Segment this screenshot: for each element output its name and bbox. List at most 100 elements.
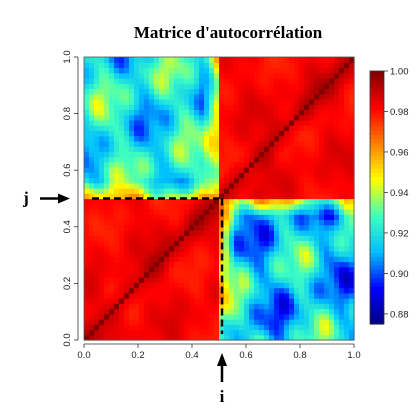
- heatmap-cell: [189, 219, 195, 226]
- heatmap-cell: [169, 319, 175, 325]
- heatmap-cell: [284, 104, 290, 111]
- heatmap-cell: [89, 188, 95, 194]
- heatmap-cell: [124, 235, 130, 242]
- heatmap-cell: [154, 308, 160, 315]
- heatmap-cell: [134, 177, 140, 184]
- heatmap-cell: [249, 172, 255, 179]
- heatmap-cell: [334, 308, 340, 315]
- heatmap-cell: [149, 188, 155, 194]
- heatmap-cell: [239, 271, 245, 278]
- heatmap-cell: [154, 266, 160, 273]
- heatmap-cell: [294, 198, 300, 205]
- heatmap-cell: [119, 156, 125, 163]
- heatmap-cell: [274, 319, 280, 325]
- heatmap-cell: [194, 334, 200, 341]
- heatmap-cell: [179, 188, 185, 194]
- heatmap-cell: [254, 135, 260, 142]
- heatmap-cell: [114, 109, 120, 116]
- heatmap-cell: [199, 324, 205, 331]
- heatmap-cell: [184, 67, 190, 74]
- heatmap-cell: [249, 198, 255, 205]
- heatmap-cell: [304, 109, 310, 116]
- heatmap-cell: [239, 83, 245, 90]
- heatmap-cell: [84, 72, 90, 79]
- heatmap-cell: [109, 146, 115, 152]
- heatmap-cell: [189, 308, 195, 315]
- heatmap-cell: [84, 98, 90, 105]
- heatmap-cell: [284, 140, 290, 147]
- heatmap-cell: [134, 161, 140, 168]
- heatmap-cell: [339, 250, 345, 257]
- heatmap-cell: [174, 329, 180, 336]
- heatmap-cell: [144, 266, 150, 273]
- heatmap-cell: [89, 308, 95, 315]
- heatmap-cell: [269, 224, 275, 231]
- heatmap-cell: [214, 287, 220, 294]
- heatmap-cell: [284, 214, 290, 221]
- heatmap-cell: [309, 98, 315, 105]
- heatmap-cell: [249, 203, 255, 210]
- heatmap-cell: [174, 188, 180, 194]
- heatmap-cell: [134, 250, 140, 257]
- heatmap-cell: [139, 109, 145, 116]
- heatmap-cell: [194, 114, 200, 121]
- heatmap-cell: [129, 303, 135, 310]
- heatmap-cell: [259, 303, 265, 310]
- heatmap-cell: [229, 271, 235, 278]
- heatmap-cell: [184, 282, 190, 289]
- heatmap-cell: [149, 125, 155, 131]
- heatmap-cell: [199, 250, 205, 257]
- heatmap-cell: [239, 229, 245, 236]
- heatmap-cell: [179, 198, 185, 205]
- heatmap-cell: [129, 256, 135, 262]
- heatmap-cell: [104, 282, 110, 289]
- heatmap-cell: [84, 277, 90, 283]
- heatmap-cell: [149, 72, 155, 79]
- heatmap-cell: [169, 324, 175, 331]
- heatmap-cell: [219, 140, 225, 147]
- heatmap-cell: [159, 88, 165, 95]
- heatmap-cell: [349, 208, 355, 215]
- heatmap-cell: [269, 214, 275, 221]
- heatmap-cell: [284, 208, 290, 215]
- heatmap-cell: [189, 256, 195, 262]
- heatmap-cell: [344, 98, 350, 105]
- heatmap-cell: [249, 250, 255, 257]
- heatmap-cell: [149, 167, 155, 173]
- heatmap-cell: [209, 119, 215, 126]
- heatmap-cell: [119, 177, 125, 184]
- heatmap-cell: [319, 161, 325, 168]
- heatmap-cell: [274, 130, 280, 137]
- heatmap-cell: [214, 261, 220, 268]
- heatmap-cell: [89, 271, 95, 278]
- heatmap-cell: [334, 208, 340, 215]
- heatmap-cell: [214, 140, 220, 147]
- heatmap-cell: [164, 298, 170, 304]
- heatmap-cell: [319, 277, 325, 283]
- heatmap-cell: [189, 98, 195, 105]
- heatmap-cell: [279, 109, 285, 116]
- heatmap-cell: [319, 198, 325, 205]
- heatmap-cell: [129, 240, 135, 247]
- heatmap-cell: [139, 72, 145, 79]
- heatmap-cell: [109, 287, 115, 294]
- heatmap-cell: [304, 208, 310, 215]
- heatmap-cell: [279, 83, 285, 90]
- heatmap-cell: [344, 83, 350, 90]
- heatmap-cell: [109, 109, 115, 116]
- heatmap-cell: [84, 298, 90, 304]
- heatmap-cell: [249, 313, 255, 320]
- heatmap-cell: [314, 104, 320, 111]
- heatmap-cell: [94, 240, 100, 247]
- heatmap-cell: [259, 172, 265, 179]
- heatmap-cell: [259, 271, 265, 278]
- heatmap-cell: [274, 62, 280, 69]
- heatmap-cell: [264, 172, 270, 179]
- heatmap-cell: [144, 104, 150, 111]
- heatmap-cell: [214, 334, 220, 341]
- heatmap-cell: [349, 62, 355, 69]
- heatmap-cell: [274, 235, 280, 242]
- heatmap-cell: [274, 224, 280, 231]
- heatmap-cell: [169, 172, 175, 179]
- heatmap-cell: [324, 266, 330, 273]
